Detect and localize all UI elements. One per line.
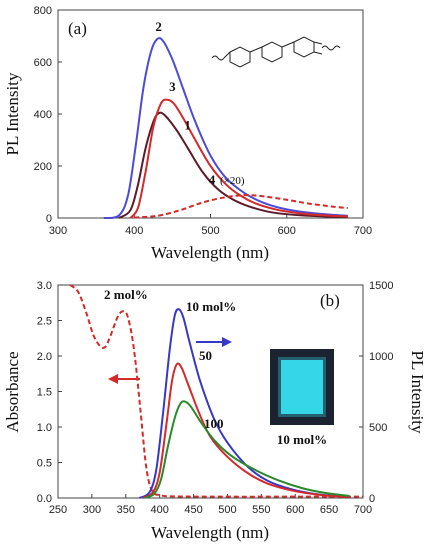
panel-b-ticks: 250 300 350 400 450 500 550 600 650 7000.00.51.01… <box>37 280 394 516</box>
panel-b-left-y-tick-label: 2.0 <box>37 351 52 363</box>
panel-a-y-tick-label: 600 <box>34 57 52 69</box>
panel-b-left-y-tick-label: 0.5 <box>37 458 52 470</box>
curve-label-3: 3 <box>169 79 176 94</box>
panel-a-y-tick-label: 200 <box>34 161 52 173</box>
panel-b-x-tick-label: 550 <box>252 504 270 516</box>
series-1-line <box>118 111 348 219</box>
series-3-line <box>129 98 348 219</box>
panel-a-annotations: 2 3 1 4 (×20) <box>155 19 244 187</box>
label-100: 100 <box>204 416 224 431</box>
curve-label-4: 4 <box>209 172 216 187</box>
panel-b: 250 300 350 400 450 500 550 600 650 7000.00.51.01… <box>3 280 424 542</box>
panel-b-x-tick-label: 600 <box>286 504 304 516</box>
panel-a-curves <box>103 37 348 220</box>
film-photo <box>270 349 334 425</box>
series-2-line <box>103 37 348 220</box>
label-10-mol: 10 mol% <box>186 299 236 314</box>
label-2-mol: 2 mol% <box>104 287 148 302</box>
panel-b-x-tick-label: 500 <box>218 504 236 516</box>
panel-b-left-y-axis-title: Absorbance <box>3 351 22 432</box>
panel-a-x-tick-label: 500 <box>201 225 219 237</box>
series-4-line <box>134 194 348 219</box>
panel-b-curves <box>69 284 364 499</box>
panel-b-x-tick-label: 350 <box>117 504 135 516</box>
panel-a-y-axis-title: PL Intensity <box>3 72 22 155</box>
panel-a-y-tick-label: 800 <box>34 5 52 17</box>
curve-4-scale-label: (×20) <box>220 175 245 187</box>
pl-10-mol%-line <box>138 308 350 499</box>
panel-b-x-tick-label: 250 <box>49 504 67 516</box>
panel-b-left-y-tick-label: 0.0 <box>37 493 52 505</box>
pl-100-line <box>144 400 350 499</box>
panel-b-left-y-tick-label: 3.0 <box>37 280 52 292</box>
panel-a: 300 400 500 600 700 0 200 400 600 800 (a) Wavelen… <box>3 5 372 262</box>
pl-50-line <box>142 362 350 499</box>
panel-a-label: (a) <box>68 19 87 38</box>
molecule-structure-icon <box>211 36 341 68</box>
panel-a-x-tick-label: 400 <box>125 225 143 237</box>
panel-a-y-tick-label: 400 <box>34 109 52 121</box>
panel-b-right-y-tick-label: 1500 <box>369 280 393 292</box>
panel-b-left-y-tick-label: 1.0 <box>37 422 52 434</box>
panel-b-right-y-axis-title: PL Intensity <box>408 351 424 434</box>
curve-label-2: 2 <box>155 19 162 34</box>
panel-b-x-tick-label: 450 <box>184 504 202 516</box>
film-caption: 10 mol% <box>277 432 327 447</box>
curve-label-1: 1 <box>184 118 191 133</box>
right-axis-arrow-icon <box>196 337 232 347</box>
panel-b-x-tick-label: 650 <box>320 504 338 516</box>
panel-b-right-y-tick-label: 1000 <box>369 351 393 363</box>
panel-b-left-y-tick-label: 2.5 <box>37 316 52 328</box>
panel-b-left-y-tick-label: 1.5 <box>37 387 52 399</box>
panel-a-y-tick-label: 0 <box>46 213 52 225</box>
panel-a-x-tick-label: 700 <box>354 225 372 237</box>
panel-b-x-tick-label: 300 <box>83 504 101 516</box>
panel-b-x-tick-label: 400 <box>150 504 168 516</box>
panel-a-x-axis-title: Wavelength (nm) <box>151 243 269 262</box>
label-50: 50 <box>199 348 212 363</box>
left-axis-arrow-icon <box>108 374 140 384</box>
panel-b-right-y-tick-label: 0 <box>369 493 375 505</box>
panel-b-label: (b) <box>320 291 340 310</box>
absorbance-2-mol-line <box>69 284 364 498</box>
panel-b-right-y-tick-label: 500 <box>369 422 387 434</box>
panel-a-x-tick-label: 600 <box>278 225 296 237</box>
panel-a-x-tick-label: 300 <box>49 225 67 237</box>
panel-a-ticks: 300 400 500 600 700 0 200 400 600 800 <box>34 5 373 237</box>
panel-b-x-axis-title: Wavelength (nm) <box>151 523 269 542</box>
panel-b-x-tick-label: 700 <box>354 504 372 516</box>
